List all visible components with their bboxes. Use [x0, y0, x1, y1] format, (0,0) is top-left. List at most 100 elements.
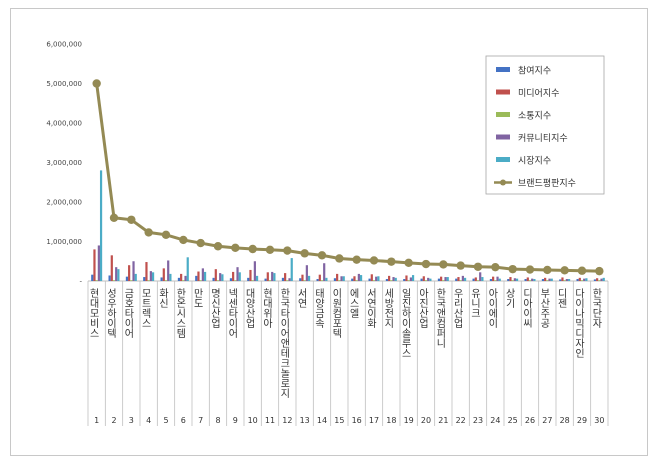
bar-3: [234, 280, 237, 281]
rank-label: 29: [577, 416, 587, 425]
bar-3: [286, 280, 289, 281]
bar-2: [474, 277, 477, 281]
category-label: 세방전지: [382, 288, 394, 329]
category-label: 태양금속: [313, 288, 325, 329]
bar-3: [182, 280, 185, 281]
bar-5: [359, 275, 363, 281]
y-tick-label: 2,000,000: [46, 199, 82, 207]
bar-2: [544, 277, 547, 281]
bar-3: [199, 280, 202, 281]
rank-label: 24: [490, 416, 500, 425]
category-label: 서연이화: [365, 288, 377, 329]
legend-swatch: [496, 134, 510, 140]
line-point: [248, 244, 257, 254]
bar-5: [463, 277, 467, 281]
y-tick-label: 5,000,000: [46, 80, 82, 88]
category-label: 금호타이어: [122, 288, 134, 339]
bar-3: [442, 280, 445, 281]
bar-2: [214, 269, 217, 281]
bar-4: [201, 268, 204, 281]
bar-2: [596, 278, 599, 281]
bar-5: [377, 276, 380, 281]
rank-label: 6: [181, 416, 186, 425]
bar-3: [580, 280, 584, 281]
legend-label: 브랜드평판지수: [518, 178, 576, 189]
bar-1: [177, 277, 181, 281]
bar-1: [229, 278, 233, 281]
bar-1: [541, 279, 545, 281]
category-label: 대양산업: [243, 288, 255, 328]
bar-4: [444, 277, 447, 281]
bar-5: [498, 278, 501, 281]
bar-2: [145, 262, 148, 281]
bar-5: [325, 277, 328, 281]
line-point: [473, 262, 483, 271]
bar-5: [273, 273, 276, 281]
bar-1: [247, 277, 250, 281]
bar-2: [249, 269, 252, 281]
line-point: [144, 228, 153, 237]
category-label: 디아이씨: [521, 288, 533, 328]
bar-1: [368, 278, 371, 281]
category-label: 아진산업: [417, 288, 429, 328]
bar-4: [357, 273, 360, 281]
bar-3: [598, 280, 601, 281]
y-tick-label: 6,000,000: [46, 41, 82, 49]
category-label: 일진하이솔루스: [399, 288, 411, 358]
bar-3: [528, 280, 532, 281]
bar-2: [266, 272, 269, 281]
bar-4: [97, 245, 100, 281]
bar-4: [600, 278, 603, 281]
bar-3: [459, 280, 462, 281]
bar-4: [375, 276, 378, 281]
line-point: [595, 266, 604, 276]
bar-4: [531, 278, 534, 281]
bar-4: [427, 277, 430, 281]
line-point: [491, 262, 500, 272]
bar-4: [548, 278, 551, 281]
bar-3: [320, 280, 324, 281]
line-point: [525, 265, 535, 274]
line-point: [283, 246, 292, 255]
bar-3: [494, 280, 497, 281]
rank-label: 23: [473, 416, 483, 425]
category-label: 명신산업: [209, 288, 221, 328]
legend-label: 참여지수: [518, 65, 551, 77]
rank-label: 8: [215, 416, 220, 425]
bar-2: [162, 268, 165, 281]
bar-4: [565, 279, 568, 281]
rank-label: 26: [525, 416, 535, 425]
bar-3: [338, 280, 341, 281]
bar-1: [351, 278, 354, 281]
bar-4: [392, 277, 395, 281]
rank-label: 19: [404, 416, 414, 425]
bar-3: [130, 280, 133, 281]
bar-4: [184, 275, 187, 281]
legend-label: 시장지수: [518, 156, 551, 167]
bar-1: [125, 276, 129, 281]
line-point: [560, 266, 569, 275]
bar-5: [567, 279, 571, 281]
line-point: [456, 261, 465, 270]
bar-2: [526, 277, 529, 281]
rank-label: 13: [300, 416, 310, 425]
bar-2: [128, 265, 131, 281]
bar-4: [167, 260, 170, 281]
legend-label: 커뮤니티지수: [518, 133, 568, 144]
category-label: 부산주공: [538, 288, 550, 328]
category-label: 만도: [191, 288, 203, 308]
bar-3: [563, 280, 566, 281]
bar-3: [476, 280, 480, 281]
bar-1: [91, 274, 94, 281]
bar-5: [169, 273, 172, 281]
y-tick-label: 3,000,000: [46, 159, 82, 167]
line-point: [265, 245, 275, 254]
bar-5: [203, 271, 207, 281]
bar-4: [479, 272, 482, 281]
bar-3: [216, 280, 220, 281]
line-point: [421, 259, 431, 269]
bar-2: [318, 274, 321, 281]
category-label: 한온시스템: [174, 288, 186, 338]
line-point: [300, 249, 309, 258]
bar-4: [115, 267, 118, 281]
